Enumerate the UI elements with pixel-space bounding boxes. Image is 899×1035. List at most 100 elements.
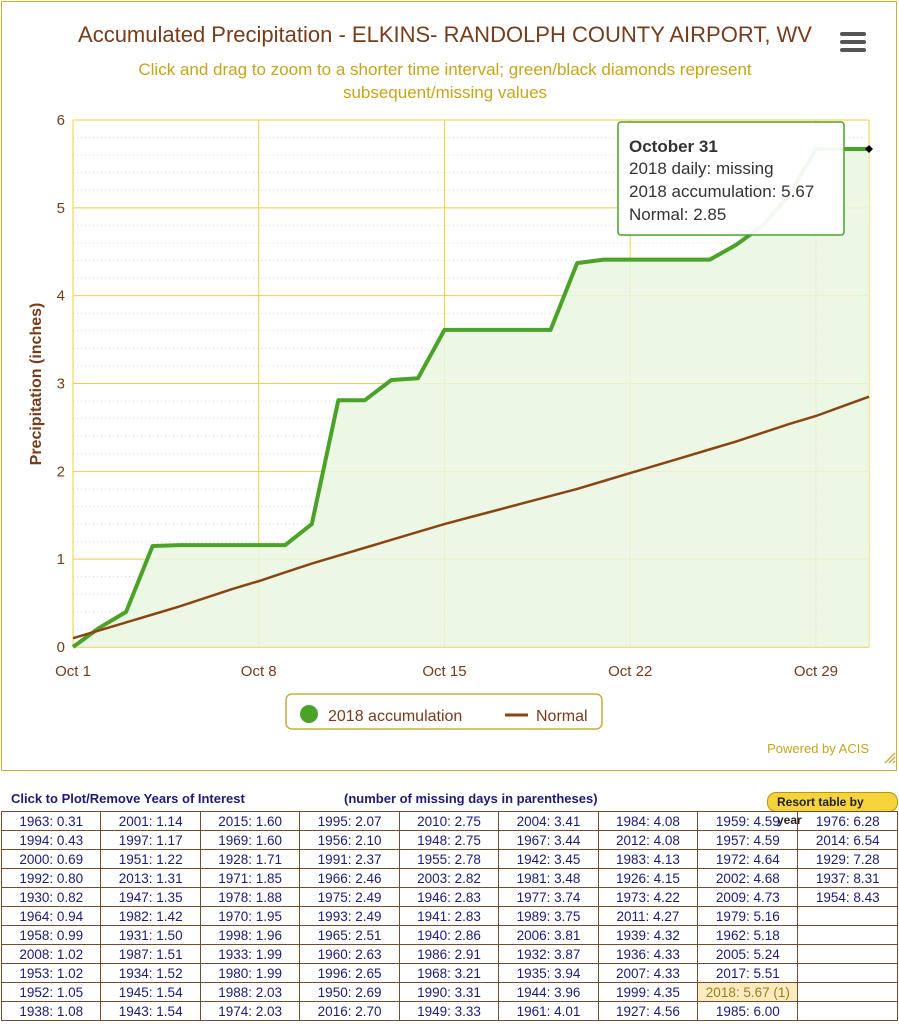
year-cell[interactable]: 1926: 4.15: [597, 868, 699, 888]
year-cell[interactable]: 1948: 2.75: [398, 830, 500, 850]
year-cell[interactable]: 2004: 3.41: [498, 811, 599, 831]
year-cell[interactable]: 2012: 4.08: [597, 830, 699, 850]
year-cell[interactable]: 1933: 1.99: [199, 944, 301, 964]
year-cell[interactable]: 1938: 1.08: [0, 1001, 102, 1021]
year-cell[interactable]: 1982: 1.42: [100, 906, 201, 926]
year-cell[interactable]: 1954: 8.43: [797, 887, 898, 907]
year-cell[interactable]: 1969: 1.60: [199, 830, 301, 850]
year-cell[interactable]: 1979: 5.16: [697, 906, 799, 926]
year-cell[interactable]: 1988: 2.03: [199, 982, 301, 1002]
year-cell[interactable]: 1970: 1.95: [199, 906, 301, 926]
chart-svg[interactable]: Accumulated Precipitation - ELKINS- RAND…: [2, 2, 898, 772]
year-cell[interactable]: 1956: 2.10: [299, 830, 400, 850]
year-cell[interactable]: 2018: 5.67 (1): [697, 982, 799, 1002]
year-cell[interactable]: 1935: 3.94: [498, 963, 599, 983]
year-cell[interactable]: 1996: 2.65: [299, 963, 400, 983]
year-cell[interactable]: 1942: 3.45: [498, 849, 599, 869]
year-cell[interactable]: 1973: 4.22: [597, 887, 699, 907]
year-cell[interactable]: 2011: 4.27: [597, 906, 699, 926]
year-cell[interactable]: 2015: 1.60: [199, 811, 301, 831]
year-cell[interactable]: 1966: 2.46: [299, 868, 400, 888]
year-cell[interactable]: 1932: 3.87: [498, 944, 599, 964]
year-cell[interactable]: 1972: 4.64: [697, 849, 799, 869]
year-cell[interactable]: 2009: 4.73: [697, 887, 799, 907]
year-cell[interactable]: 1998: 1.96: [199, 925, 301, 945]
year-cell[interactable]: 1936: 4.33: [597, 944, 699, 964]
year-cell[interactable]: 1961: 4.01: [498, 1001, 599, 1021]
year-cell[interactable]: 2005: 5.24: [697, 944, 799, 964]
year-cell[interactable]: 1995: 2.07: [299, 811, 400, 831]
year-cell[interactable]: 1949: 3.33: [398, 1001, 500, 1021]
year-cell[interactable]: 2007: 4.33: [597, 963, 699, 983]
year-cell[interactable]: 1928: 1.71: [199, 849, 301, 869]
year-cell[interactable]: 1929: 7.28: [797, 849, 898, 869]
hamburger-menu-icon[interactable]: [840, 32, 866, 54]
year-cell[interactable]: 2006: 3.81: [498, 925, 599, 945]
year-cell[interactable]: 2008: 1.02: [0, 944, 102, 964]
year-cell[interactable]: 1993: 2.49: [299, 906, 400, 926]
year-cell[interactable]: 1992: 0.80: [0, 868, 102, 888]
year-cell[interactable]: 1930: 0.82: [0, 887, 102, 907]
resort-table-button[interactable]: Resort table by year: [767, 792, 898, 827]
year-cell[interactable]: 1968: 3.21: [398, 963, 500, 983]
year-cell[interactable]: 1971: 1.85: [199, 868, 301, 888]
year-cell[interactable]: 1964: 0.94: [0, 906, 102, 926]
credit-link[interactable]: Powered by ACIS: [767, 741, 869, 756]
year-cell[interactable]: 1960: 2.63: [299, 944, 400, 964]
year-cell[interactable]: 1946: 2.83: [398, 887, 500, 907]
year-cell[interactable]: 2014: 6.54: [797, 830, 898, 850]
year-cell[interactable]: 1965: 2.51: [299, 925, 400, 945]
year-cell[interactable]: 1951: 1.22: [100, 849, 201, 869]
year-cell[interactable]: 2001: 1.14: [100, 811, 201, 831]
year-cell[interactable]: 2003: 2.82: [398, 868, 500, 888]
legend-item-normal[interactable]: Normal: [505, 708, 588, 725]
year-cell[interactable]: 1955: 2.78: [398, 849, 500, 869]
year-cell[interactable]: 2017: 5.51: [697, 963, 799, 983]
year-cell[interactable]: 1975: 2.49: [299, 887, 400, 907]
year-cell[interactable]: 1977: 3.74: [498, 887, 599, 907]
year-cell[interactable]: 1987: 1.51: [100, 944, 201, 964]
year-cell[interactable]: 1934: 1.52: [100, 963, 201, 983]
year-cell[interactable]: 1945: 1.54: [100, 982, 201, 1002]
year-cell[interactable]: 1986: 2.91: [398, 944, 500, 964]
year-cell[interactable]: 1931: 1.50: [100, 925, 201, 945]
year-cell[interactable]: 1997: 1.17: [100, 830, 201, 850]
year-cell[interactable]: 1937: 8.31: [797, 868, 898, 888]
year-cell[interactable]: 1985: 6.00: [697, 1001, 799, 1021]
year-cell[interactable]: 1983: 4.13: [597, 849, 699, 869]
year-cell[interactable]: 1959: 4.59: [697, 811, 799, 831]
year-cell[interactable]: 2000: 0.69: [0, 849, 102, 869]
year-cell[interactable]: 1953: 1.02: [0, 963, 102, 983]
year-cell[interactable]: 1981: 3.48: [498, 868, 599, 888]
year-cell[interactable]: 1941: 2.83: [398, 906, 500, 926]
year-cell[interactable]: 1991: 2.37: [299, 849, 400, 869]
legend-item-accumulation[interactable]: 2018 accumulation: [300, 705, 462, 725]
year-cell[interactable]: 1963: 0.31: [0, 811, 102, 831]
year-cell[interactable]: 1990: 3.31: [398, 982, 500, 1002]
year-cell[interactable]: 1939: 4.32: [597, 925, 699, 945]
resize-handle-icon[interactable]: [884, 752, 896, 764]
year-cell[interactable]: 1950: 2.69: [299, 982, 400, 1002]
year-cell[interactable]: 1967: 3.44: [498, 830, 599, 850]
year-cell[interactable]: 1943: 1.54: [100, 1001, 201, 1021]
year-cell[interactable]: 1999: 4.35: [597, 982, 699, 1002]
year-cell[interactable]: 2002: 4.68: [697, 868, 799, 888]
year-cell[interactable]: 1940: 2.86: [398, 925, 500, 945]
year-cell[interactable]: 1994: 0.43: [0, 830, 102, 850]
year-cell[interactable]: 1980: 1.99: [199, 963, 301, 983]
chart-container[interactable]: Accumulated Precipitation - ELKINS- RAND…: [1, 1, 897, 771]
year-cell[interactable]: 1957: 4.59: [697, 830, 799, 850]
year-cell[interactable]: 1947: 1.35: [100, 887, 201, 907]
year-cell[interactable]: 1976: 6.28: [797, 811, 898, 831]
year-cell[interactable]: 1978: 1.88: [199, 887, 301, 907]
year-cell[interactable]: 1974: 2.03: [199, 1001, 301, 1021]
year-cell[interactable]: 1962: 5.18: [697, 925, 799, 945]
year-cell[interactable]: 1944: 3.96: [498, 982, 599, 1002]
year-cell[interactable]: 2013: 1.31: [100, 868, 201, 888]
year-cell[interactable]: 1984: 4.08: [597, 811, 699, 831]
year-cell[interactable]: 1958: 0.99: [0, 925, 102, 945]
year-cell[interactable]: 1952: 1.05: [0, 982, 102, 1002]
year-cell[interactable]: 2016: 2.70: [299, 1001, 400, 1021]
year-cell[interactable]: 1927: 4.56: [597, 1001, 699, 1021]
year-cell[interactable]: 1989: 3.75: [498, 906, 599, 926]
